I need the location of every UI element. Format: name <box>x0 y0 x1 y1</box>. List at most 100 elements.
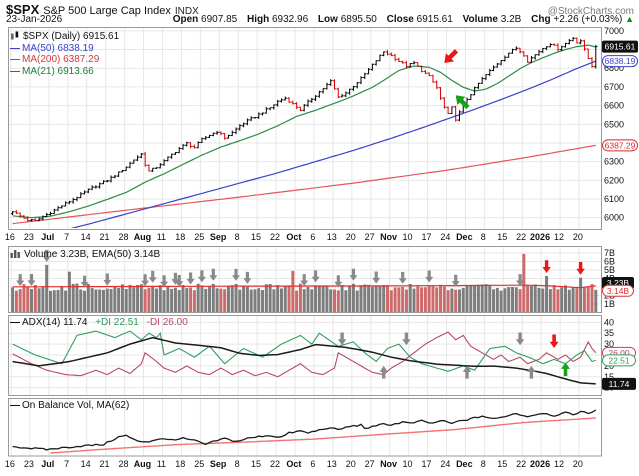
volume-bar <box>378 286 382 313</box>
ma200-value-chip-label: 6387.29 <box>605 140 636 150</box>
volume-bar <box>166 286 170 313</box>
volume-signal-arrow-gray-icon <box>103 273 112 286</box>
volume-bar <box>503 288 507 313</box>
volume-bar <box>590 284 594 313</box>
volume-bar <box>461 287 465 313</box>
volume-bar <box>575 288 579 313</box>
volume-bar <box>571 287 575 313</box>
x-axis-label: 28 <box>118 459 129 469</box>
plus-di-legend-label: +DI 22.51 <box>95 317 139 328</box>
volume-bar <box>567 289 571 313</box>
volume-bar <box>416 286 420 313</box>
volume-bar <box>351 283 355 313</box>
volume-bar <box>317 286 321 313</box>
volume-bar <box>302 289 306 313</box>
x-axis-label: 18 <box>175 232 186 242</box>
volume-bar <box>33 284 37 313</box>
axis-tick-label: 1B <box>604 299 615 309</box>
stockcharts-watermark-link[interactable]: @StockCharts.com <box>547 6 634 17</box>
adx-legend: — ADX(14) 11.74 +DI 22.51 -DI 26.00 <box>10 317 188 329</box>
last-price-chip <box>602 40 638 53</box>
volume-bar <box>90 288 94 313</box>
volume-signal-arrow-gray-icon <box>311 270 320 283</box>
panel-border <box>8 398 602 457</box>
volume-signal-arrow-gray-icon <box>243 271 252 284</box>
volume-signal-arrow-gray-icon <box>349 268 358 281</box>
low-value: 6895.50 <box>340 14 377 25</box>
volume-bar <box>295 290 299 313</box>
volume-bar <box>86 283 90 313</box>
volume-bar <box>215 288 219 313</box>
x-axis-label: 25 <box>194 232 205 242</box>
obv-ma-line <box>50 417 596 454</box>
low-label: Low <box>317 14 338 25</box>
volume-bar <box>439 284 443 313</box>
x-axis-label: 15 <box>251 459 262 469</box>
volume-bar <box>75 283 79 313</box>
high-label: High <box>246 14 270 25</box>
volume-bar <box>469 285 473 313</box>
volume-bar <box>336 290 340 313</box>
axis-tick-label: 6700 <box>604 82 624 92</box>
volume-bar <box>594 289 598 313</box>
chart-header: $SPX S&P 500 Large Cap Index INDX @StockCh… <box>6 1 634 19</box>
volume-bar <box>37 288 41 313</box>
x-axis-label: 18 <box>175 459 186 469</box>
axis-tick-label: 40 <box>604 317 614 327</box>
x-axis-label: 6 <box>310 232 316 242</box>
volume-bar <box>552 285 556 313</box>
volume-bar <box>314 285 318 313</box>
volume-bar <box>329 289 333 313</box>
volume-bar <box>113 286 117 313</box>
x-axis-label: 27 <box>364 459 375 469</box>
volume-bar <box>30 289 34 313</box>
axis-tick-label: 6800 <box>604 63 624 73</box>
ma200-legend-label: MA(200) 6387.29 <box>22 54 100 65</box>
volume-bar <box>382 285 386 313</box>
adx-legend-label: ADX(14) 11.74 <box>22 317 88 328</box>
axis-tick-label: 6100 <box>604 194 624 204</box>
adx-line-swatch-icon: — <box>10 317 20 328</box>
x-axis-labels-top: 16 23 Jul 7 14 21 28 Aug 11 18 25 Sep 8 15 22 Oct 6 13 20 2… <box>0 231 639 244</box>
volume-signal-arrow-gray-icon <box>16 274 25 287</box>
volume-bar <box>367 284 371 313</box>
volume-bar <box>340 284 344 313</box>
x-axis-label: Oct <box>286 459 302 469</box>
volume-bar <box>287 285 291 313</box>
volume-bar <box>272 289 276 313</box>
volume-bar <box>412 288 416 313</box>
x-axis-label: 7 <box>64 232 70 242</box>
axis-tick-label: 6500 <box>604 119 624 129</box>
volume-signal-arrow-gray-icon <box>300 274 309 287</box>
x-axis-label: 12 <box>553 232 564 242</box>
ma200-line <box>12 144 596 225</box>
panel-border <box>8 27 602 230</box>
volume-bar <box>393 287 397 313</box>
volume-bar <box>238 289 242 313</box>
volume-bar <box>344 290 348 313</box>
volume-bar <box>101 289 105 313</box>
adx-signal-arrow-gray-up-icon <box>462 365 472 379</box>
volume-bar <box>457 289 461 313</box>
axis-tick-label: 6200 <box>604 175 624 185</box>
x-axis-label: 15 <box>497 232 508 242</box>
x-axis-label: 14 <box>80 459 91 469</box>
x-axis-label: 23 <box>23 232 34 242</box>
volume-bar <box>234 283 238 313</box>
volume-bar <box>177 289 181 313</box>
adx-signal-arrow-gray-down-icon <box>402 332 411 346</box>
volume-bar <box>200 285 204 313</box>
volume-bar <box>507 287 511 313</box>
volume-bar <box>564 285 568 313</box>
volume-bar <box>211 283 215 313</box>
volume-bar <box>158 285 162 313</box>
x-axis-label: 15 <box>251 232 262 242</box>
volume-bar <box>132 287 136 313</box>
volume-signal-arrow-gray-icon <box>80 275 89 288</box>
adx-value-chip-label: 11.74 <box>609 379 630 389</box>
quote-row: 23-Jan-2026 Open 6907.85 High 6932.96 Lo… <box>6 14 634 25</box>
volume-bar <box>332 289 336 313</box>
obv-line <box>12 409 597 451</box>
volume-bar <box>173 287 177 313</box>
